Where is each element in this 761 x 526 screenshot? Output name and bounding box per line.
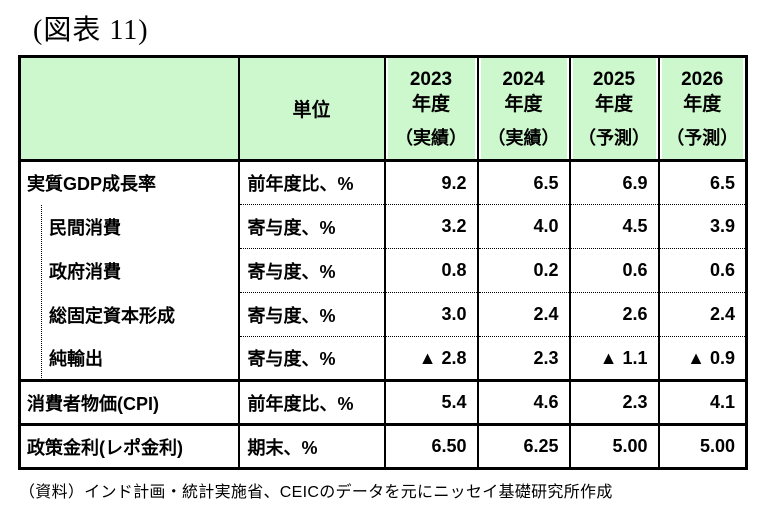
value-cell: 5.00 xyxy=(568,423,660,469)
row-label: 民間消費 xyxy=(18,204,240,249)
value-cell: 9.2 xyxy=(383,160,479,205)
value-cell: ▲ 0.9 xyxy=(657,336,748,381)
actual-forecast-label: （実績） xyxy=(487,127,560,148)
fiscal-year-label: 年度 xyxy=(683,93,722,115)
year-column-header-2023: 2023 年度 （実績） xyxy=(383,56,479,162)
value-cell: 4.5 xyxy=(568,204,660,249)
value-cell: 2.4 xyxy=(476,292,571,337)
value-cell: 6.9 xyxy=(568,160,660,205)
unit-cell: 前年度比、% xyxy=(237,379,386,425)
row-label: 政策金利(レポ金利) xyxy=(18,423,240,469)
table-row-fixed-capital-formation: 総固定資本形成 寄与度、% 3.0 2.4 2.6 2.4 xyxy=(18,292,748,337)
row-label: 実質GDP成長率 xyxy=(18,160,240,205)
value-cell: ▲ 2.8 xyxy=(383,336,479,381)
fiscal-year-label: 年度 xyxy=(411,93,450,115)
value-cell: 0.2 xyxy=(476,248,571,293)
table-header: 単位 2023 年度 （実績） 2024 年度 （実績） 2025 年度 （予測… xyxy=(18,56,748,162)
year-column-header-2026: 2026 年度 （予測） xyxy=(657,56,748,162)
table-row-net-exports: 純輸出 寄与度、% ▲ 2.8 2.3 ▲ 1.1 ▲ 0.9 xyxy=(18,336,748,381)
value-cell: 3.0 xyxy=(383,292,479,337)
value-cell: 0.6 xyxy=(657,248,748,293)
value-cell: 4.6 xyxy=(476,379,571,425)
value-cell: 2.4 xyxy=(657,292,748,337)
figure-title: (図表 11) xyxy=(33,15,149,46)
actual-forecast-label: （予測） xyxy=(666,127,739,148)
year-label: 2025 xyxy=(592,68,636,90)
value-cell: 3.9 xyxy=(657,204,748,249)
year-label: 2024 xyxy=(502,68,545,90)
unit-column-header: 単位 xyxy=(237,56,386,162)
unit-cell: 寄与度、% xyxy=(237,336,386,381)
unit-cell: 期末、% xyxy=(237,423,386,469)
value-cell: 5.4 xyxy=(383,379,479,425)
value-cell: 6.25 xyxy=(476,423,571,469)
fiscal-year-label: 年度 xyxy=(594,93,633,115)
corner-cell xyxy=(18,56,240,162)
source-note: （資料）インド計画・統計実施省、CEICのデータを元にニッセイ基礎研究所作成 xyxy=(19,484,613,501)
value-cell: 6.5 xyxy=(657,160,748,205)
unit-cell: 寄与度、% xyxy=(237,204,386,249)
row-label: 消費者物価(CPI) xyxy=(18,379,240,425)
row-label: 純輸出 xyxy=(18,336,240,381)
table-row-private-consumption: 民間消費 寄与度、% 3.2 4.0 4.5 3.9 xyxy=(18,204,748,249)
india-forecast-table: 単位 2023 年度 （実績） 2024 年度 （実績） 2025 年度 （予測… xyxy=(18,55,748,470)
row-label: 政府消費 xyxy=(18,248,240,293)
value-cell: 6.5 xyxy=(476,160,571,205)
value-cell: 4.1 xyxy=(657,379,748,425)
actual-forecast-label: （予測） xyxy=(578,127,650,148)
actual-forecast-label: （実績） xyxy=(395,127,467,148)
fiscal-year-label: 年度 xyxy=(504,93,543,115)
unit-cell: 寄与度、% xyxy=(237,292,386,337)
table-body: 実質GDP成長率 前年度比、% 9.2 6.5 6.9 6.5 民間消費 寄与度… xyxy=(18,160,748,469)
value-cell: 5.00 xyxy=(657,423,748,469)
unit-cell: 寄与度、% xyxy=(237,248,386,293)
value-cell: ▲ 1.1 xyxy=(568,336,660,381)
value-cell: 0.8 xyxy=(383,248,479,293)
value-cell: 2.3 xyxy=(568,379,660,425)
value-cell: 6.50 xyxy=(383,423,479,469)
table-row-cpi: 消費者物価(CPI) 前年度比、% 5.4 4.6 2.3 4.1 xyxy=(18,379,748,425)
table-row-government-consumption: 政府消費 寄与度、% 0.8 0.2 0.6 0.6 xyxy=(18,248,748,293)
value-cell: 3.2 xyxy=(383,204,479,249)
year-label: 2026 xyxy=(681,68,724,90)
year-column-header-2024: 2024 年度 （実績） xyxy=(476,56,571,162)
row-label: 総固定資本形成 xyxy=(18,292,240,337)
header-row: 単位 2023 年度 （実績） 2024 年度 （実績） 2025 年度 （予測… xyxy=(18,56,748,162)
value-cell: 2.3 xyxy=(476,336,571,381)
table-row-gdp: 実質GDP成長率 前年度比、% 9.2 6.5 6.9 6.5 xyxy=(18,160,748,205)
value-cell: 0.6 xyxy=(568,248,660,293)
year-label: 2023 xyxy=(409,68,453,90)
value-cell: 2.6 xyxy=(568,292,660,337)
value-cell: 4.0 xyxy=(476,204,571,249)
table-row-policy-rate: 政策金利(レポ金利) 期末、% 6.50 6.25 5.00 5.00 xyxy=(18,423,748,469)
unit-cell: 前年度比、% xyxy=(237,160,386,205)
year-column-header-2025: 2025 年度 （予測） xyxy=(568,56,660,162)
